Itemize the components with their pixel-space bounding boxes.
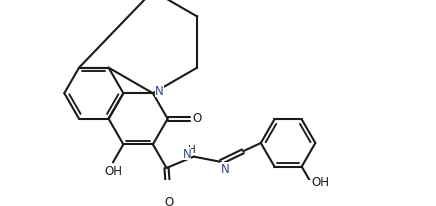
Text: N: N [155, 84, 164, 97]
Text: O: O [164, 195, 174, 206]
Text: N: N [221, 162, 229, 175]
Text: O: O [193, 111, 202, 124]
Text: H: H [188, 144, 196, 154]
Text: N: N [183, 147, 191, 160]
Text: OH: OH [105, 164, 123, 177]
Text: OH: OH [312, 175, 330, 188]
